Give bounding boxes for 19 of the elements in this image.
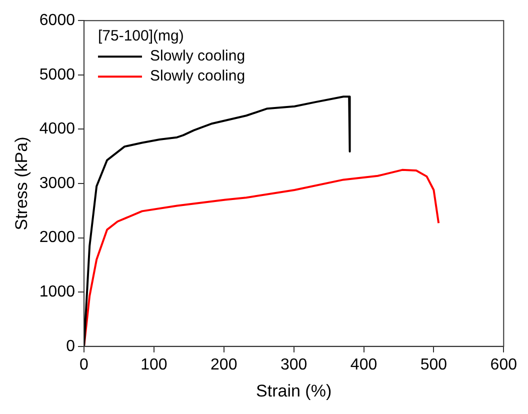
x-tick-label: 300 [280,356,308,374]
x-tick-label: 600 [490,356,518,374]
legend-title: [75-100](mg) [98,28,184,45]
x-tick-label: 200 [210,356,238,374]
x-tick-label: 400 [350,356,378,374]
x-tick-label: 100 [140,356,168,374]
y-axis-title: Stress (kPa) [12,136,31,230]
y-tick-label: 0 [66,338,76,355]
y-tick-label: 2000 [39,229,76,246]
y-tick-label: 1000 [39,284,76,301]
legend-label: Slowly cooling [150,68,246,85]
y-tick-label: 4000 [39,120,76,138]
y-tick-label: 5000 [39,66,76,84]
y-tick-label: 6000 [39,12,76,30]
y-tick-label: 3000 [39,174,76,192]
x-tick-label: 0 [80,356,89,374]
x-axis-title: Strain (%) [256,381,332,400]
legend-label: Slowly cooling [150,48,246,65]
x-tick-label: 500 [420,356,448,374]
